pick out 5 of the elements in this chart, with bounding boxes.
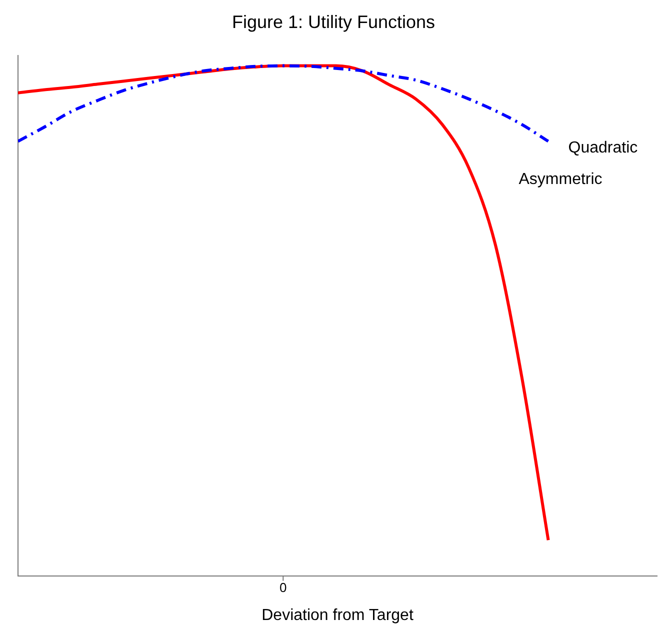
x-axis-title: Deviation from Target: [262, 606, 414, 624]
chart-title: Figure 1: Utility Functions: [232, 12, 436, 32]
series-label: Quadratic: [568, 140, 638, 157]
text: 0: [280, 580, 287, 595]
text: Asymmetric: [518, 171, 602, 188]
